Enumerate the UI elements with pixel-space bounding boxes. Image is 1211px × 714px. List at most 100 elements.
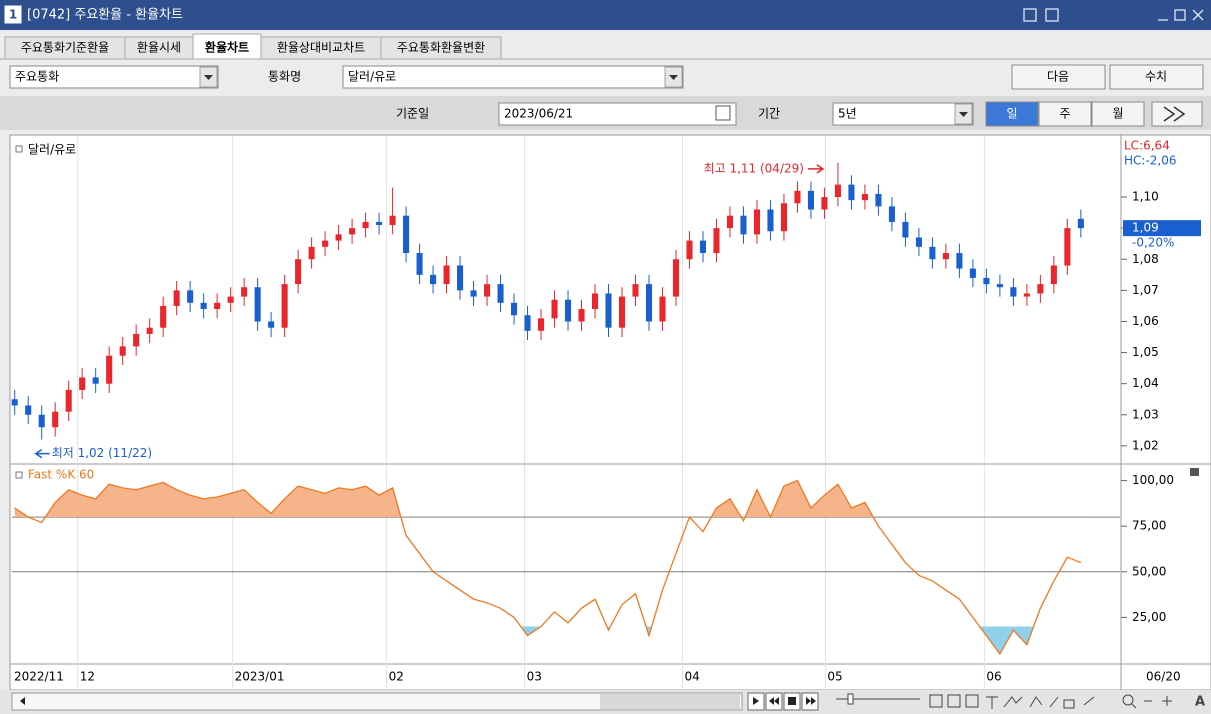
candle-body bbox=[1077, 218, 1084, 229]
interval-button[interactable] bbox=[1038, 101, 1092, 127]
tab-label: 주요통화환율변환 bbox=[397, 41, 485, 55]
candle-body bbox=[929, 246, 936, 260]
expand-icon bbox=[1163, 106, 1186, 122]
low-annotation: 최저 1,02 (11/22) bbox=[52, 446, 152, 460]
candle-body bbox=[281, 284, 288, 328]
candle-body bbox=[632, 284, 639, 297]
panel-close[interactable] bbox=[1190, 468, 1199, 476]
candle-body bbox=[92, 377, 99, 384]
candle-body bbox=[848, 184, 855, 201]
candle-body bbox=[389, 215, 396, 226]
candle-body bbox=[241, 287, 248, 297]
next-button[interactable] bbox=[1011, 64, 1106, 90]
period-label: 기간 bbox=[758, 107, 780, 121]
x-tick-label: 06 bbox=[986, 670, 1001, 684]
y-tick-label: 1,03 bbox=[1132, 407, 1159, 421]
x-tick-label: 2022/11 bbox=[14, 670, 64, 684]
candle-body bbox=[376, 221, 383, 226]
candle-body bbox=[645, 284, 653, 322]
interval-button[interactable] bbox=[985, 101, 1039, 127]
window-buttons[interactable] bbox=[1023, 8, 1204, 22]
period-select-text: 5년 bbox=[838, 107, 857, 121]
dropdown-arrow bbox=[669, 75, 678, 80]
date-input[interactable] bbox=[498, 102, 737, 126]
y-tick-label: 100,00 bbox=[1132, 473, 1174, 487]
values-button[interactable] bbox=[1109, 64, 1204, 90]
candle-body bbox=[457, 265, 464, 291]
high-annotation: 최고 1,11 (04/29) bbox=[704, 161, 804, 175]
window-title: [0742] 주요환율 - 환율차트 bbox=[27, 8, 183, 23]
candle-body bbox=[713, 228, 720, 254]
last-price-tag bbox=[1123, 220, 1201, 237]
y-tick-label: 50,00 bbox=[1132, 564, 1166, 578]
candle-body bbox=[187, 290, 194, 303]
currency-select[interactable] bbox=[342, 65, 684, 89]
candle-body bbox=[524, 315, 531, 331]
candle-body bbox=[430, 274, 437, 285]
indicator-title: Fast %K 60 bbox=[28, 468, 94, 482]
hc-label: HC:-2,06 bbox=[1124, 154, 1177, 168]
last-price-label: 1,09 bbox=[1132, 221, 1159, 235]
interval-label: 일 bbox=[1006, 107, 1017, 121]
fill-above bbox=[14, 480, 1081, 518]
tab-label: 환율시세 bbox=[137, 41, 181, 55]
candle-body bbox=[1064, 228, 1071, 266]
candle-body bbox=[119, 346, 126, 356]
candle-body bbox=[780, 203, 787, 232]
x-tick-label: 05 bbox=[827, 670, 842, 684]
candle-body bbox=[726, 215, 734, 229]
tab-label: 환율상대비교차트 bbox=[277, 41, 365, 55]
candle-body bbox=[227, 296, 234, 303]
high-arrow bbox=[807, 164, 825, 174]
currency-select-text: 달러/유로 bbox=[348, 70, 396, 84]
calendar-icon[interactable] bbox=[715, 105, 731, 121]
candle-body bbox=[470, 290, 477, 297]
candle-body bbox=[551, 299, 558, 319]
title-bar bbox=[0, 0, 1211, 30]
candle-body bbox=[605, 293, 612, 328]
date-text: 2023/06/21 bbox=[504, 107, 573, 121]
playback-buttons[interactable] bbox=[747, 692, 819, 711]
panel-icon bbox=[15, 471, 23, 479]
candle-body bbox=[268, 321, 275, 328]
interval-button[interactable] bbox=[1091, 101, 1145, 127]
date-label: 기준일 bbox=[396, 107, 429, 121]
change-label: -0,20% bbox=[1132, 236, 1174, 250]
candle-body bbox=[416, 253, 423, 275]
candle-body bbox=[511, 302, 518, 316]
candle-body bbox=[106, 355, 113, 384]
group-select-text: 주요통화 bbox=[15, 70, 59, 84]
period-select[interactable] bbox=[832, 102, 974, 126]
candle-body bbox=[591, 293, 599, 310]
y-tick-label: 1,04 bbox=[1132, 376, 1159, 390]
next-button-text: 다음 bbox=[1047, 70, 1069, 84]
chart-tools[interactable] bbox=[836, 693, 1172, 709]
candle-body bbox=[969, 268, 976, 278]
candle-body bbox=[753, 209, 761, 235]
candle-body bbox=[578, 309, 585, 322]
candle-body bbox=[861, 193, 868, 201]
window-number: 1 bbox=[9, 8, 17, 22]
candle-body bbox=[902, 221, 909, 238]
candle-body bbox=[308, 246, 315, 260]
candle-body bbox=[767, 209, 774, 232]
candle-body bbox=[173, 290, 180, 306]
expand-button[interactable] bbox=[1151, 101, 1203, 127]
scroll-thumb[interactable] bbox=[600, 694, 740, 709]
font-tool[interactable]: A bbox=[1195, 695, 1205, 710]
scrollbar[interactable] bbox=[11, 692, 743, 711]
candle-body bbox=[1050, 265, 1057, 285]
y-tick-label: 1,06 bbox=[1132, 314, 1159, 328]
k-line bbox=[14, 479, 1082, 656]
candle-body bbox=[1010, 287, 1017, 297]
candle-body bbox=[564, 299, 572, 322]
candle-body bbox=[497, 284, 504, 303]
x-tick-label: 12 bbox=[80, 670, 95, 684]
candle-body bbox=[11, 399, 18, 406]
panel-icon bbox=[15, 145, 23, 153]
group-select[interactable] bbox=[9, 65, 219, 89]
candle-body bbox=[25, 405, 32, 415]
candle-body bbox=[996, 284, 1003, 288]
candle-body bbox=[38, 414, 45, 428]
candle-body bbox=[794, 190, 801, 204]
